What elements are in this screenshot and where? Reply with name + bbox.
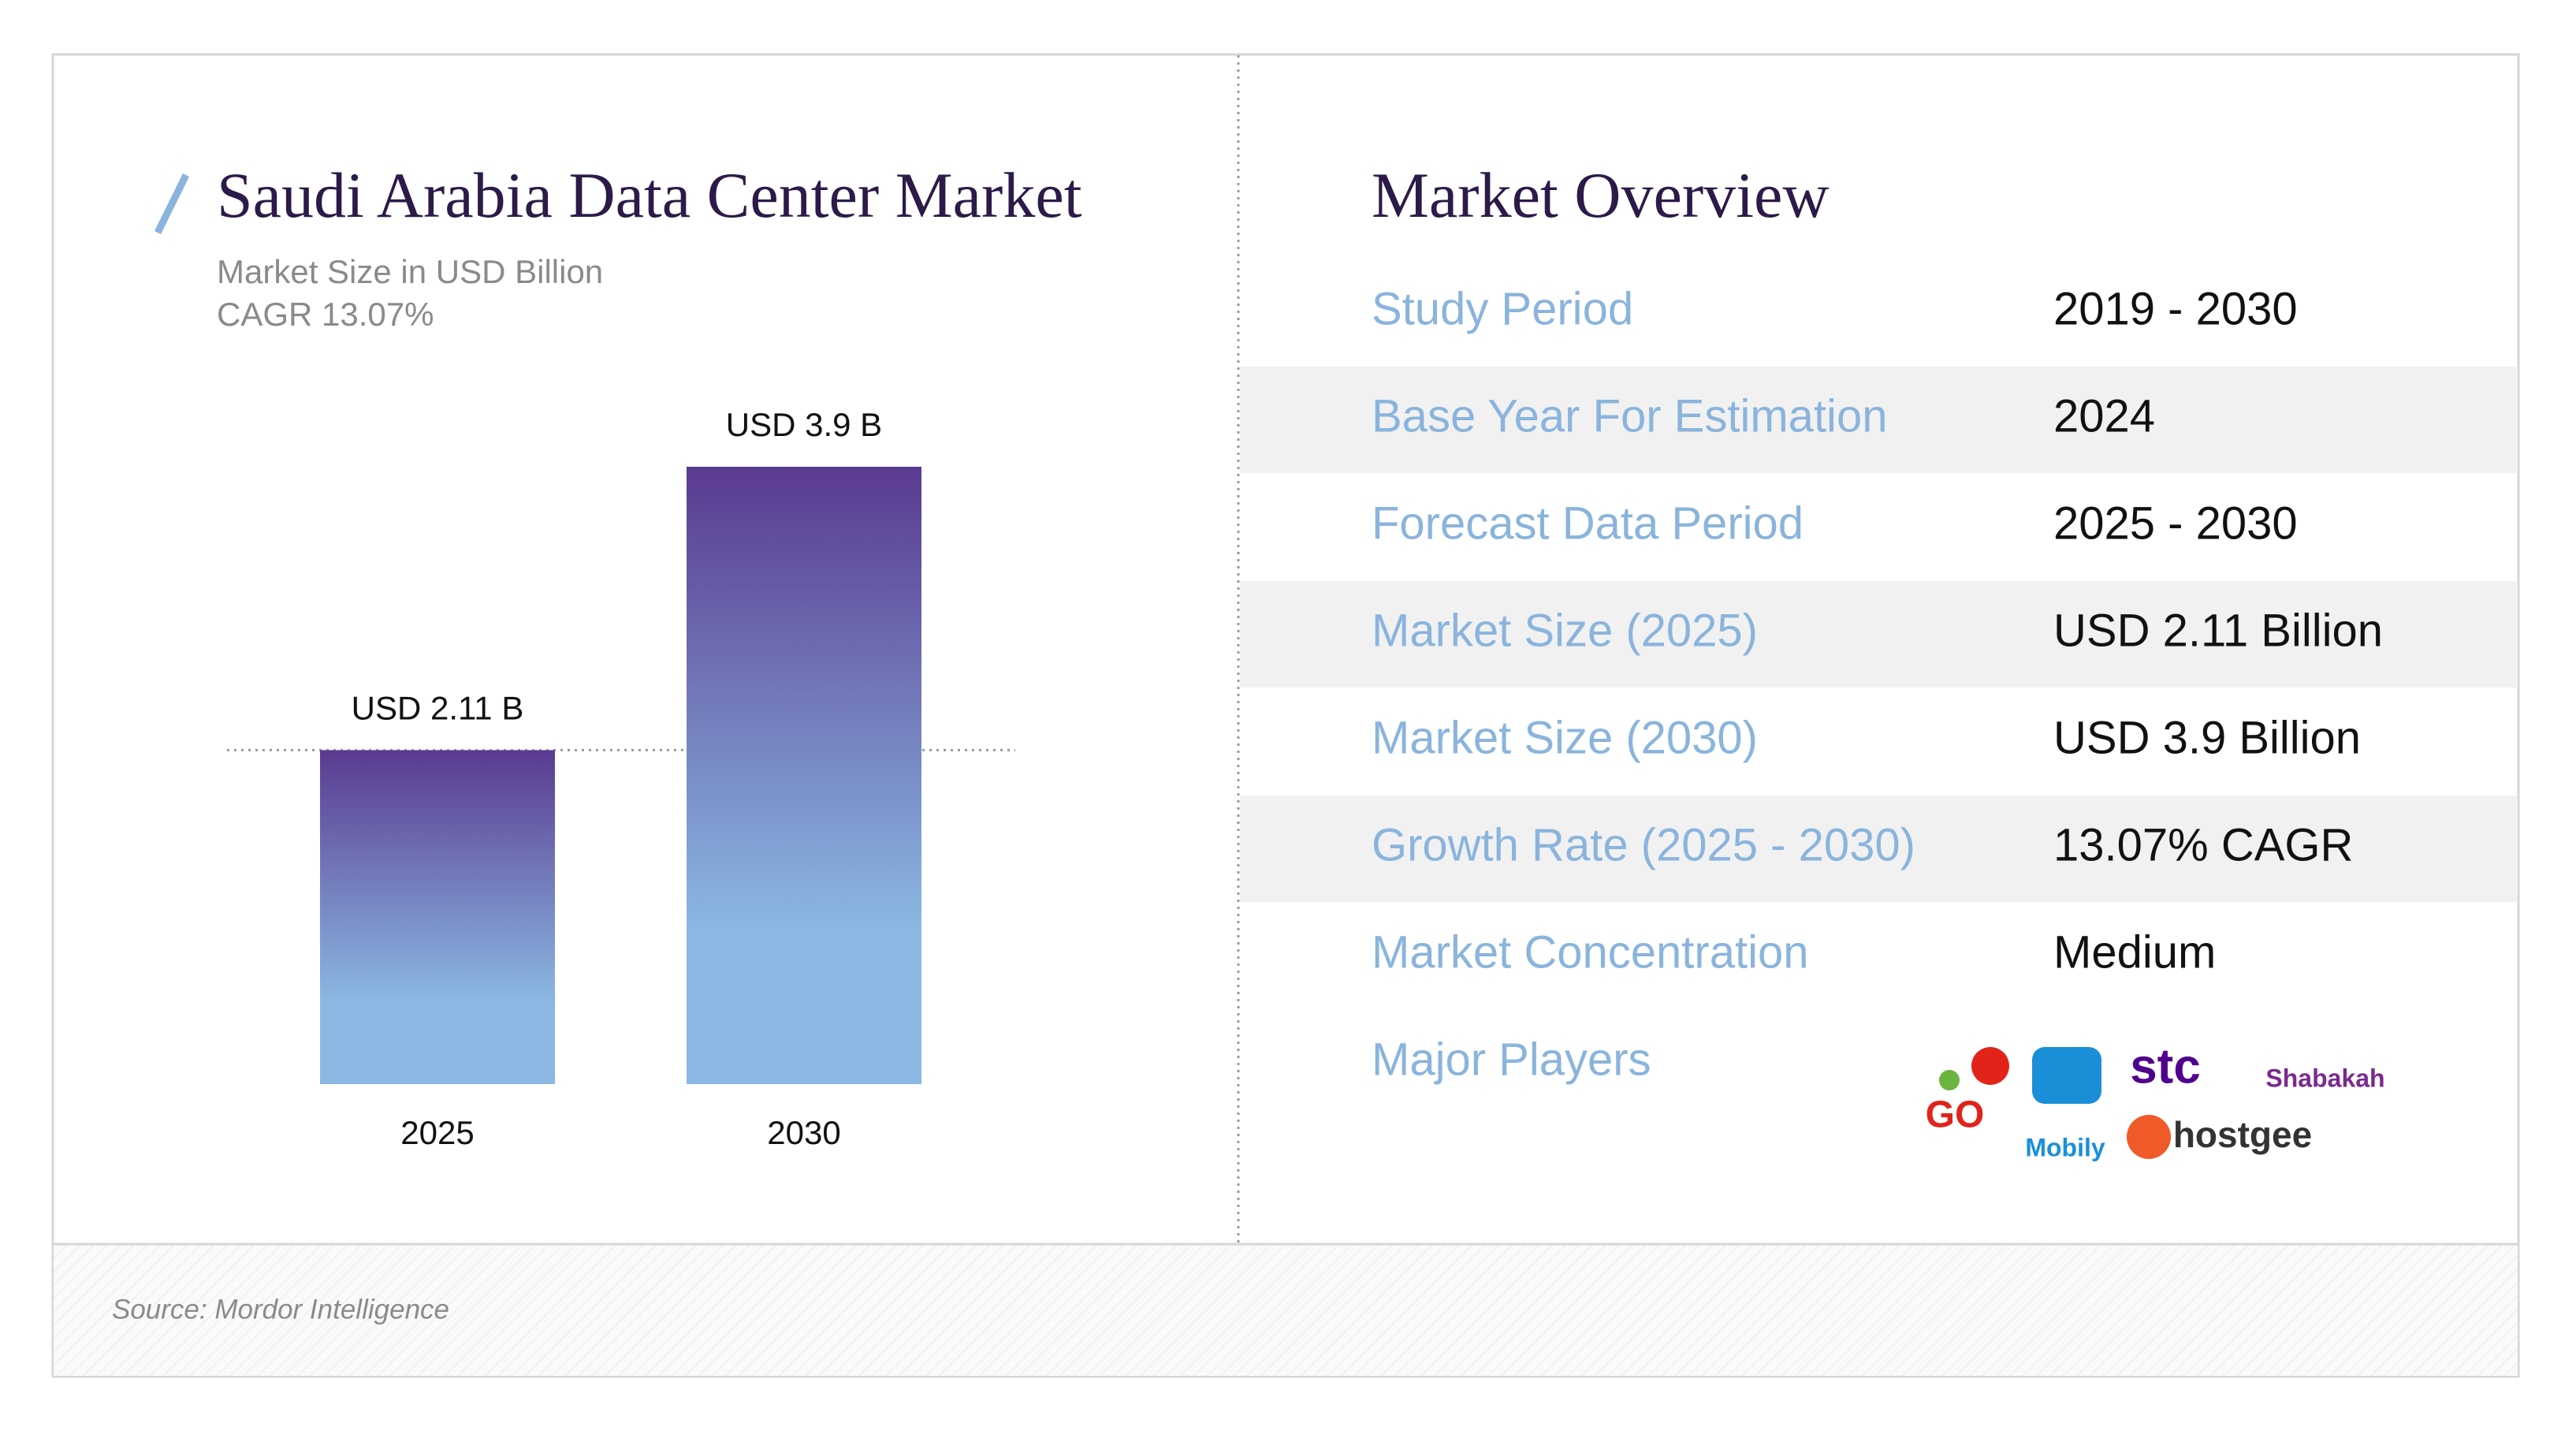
row-value: 2024 [2053,390,2155,442]
x-tick-label: 2025 [400,1114,474,1151]
row-value: USD 3.9 Billion [2053,712,2361,763]
bar [320,750,555,1084]
overview-title: Market Overview [1372,159,1830,231]
row-value: Medium [2053,926,2216,978]
player-logos: GO Mobily stc Shabakah hostgee [1926,1039,2385,1161]
logo-icon [1971,1047,2009,1085]
row-label: Forecast Data Period [1372,497,1804,549]
value-label: USD 2.11 B [352,689,524,726]
player-logo: Mobily [2025,1133,2105,1161]
player-logo: stc [2130,1039,2201,1094]
source: Source: Mordor Intelligence [112,1294,449,1325]
row-label: Market Concentration [1372,926,1808,978]
row-value: 13.07% CAGR [2053,819,2353,870]
logo-icon [2127,1115,2171,1159]
frame [51,53,2520,1378]
logo-icon [2032,1047,2101,1104]
footer-band [54,1244,2518,1376]
overview-table: Study Period 2019 - 2030 Base Year For Est… [1240,283,2518,1085]
row-value: 2025 - 2030 [2053,497,2298,549]
row-value: USD 2.11 Billion [2053,605,2383,656]
player-logo: hostgee [2173,1114,2312,1155]
chart-subtitle: Market Size in USD Billion [217,253,603,290]
row-label: Study Period [1372,283,1633,334]
row-label: Major Players [1372,1034,1651,1085]
player-logo: GO [1926,1094,1985,1136]
title-slash [154,173,190,234]
row-band [1240,581,2518,688]
logo-icon [1939,1070,1960,1090]
row-label: Market Size (2025) [1372,605,1758,656]
player-logo: Shabakah [2265,1064,2384,1092]
bar [687,467,921,1084]
x-tick-label: 2030 [767,1114,840,1151]
chart-title: Saudi Arabia Data Center Market [217,159,1082,231]
row-label: Market Size (2030) [1372,712,1758,763]
row-label: Base Year For Estimation [1372,390,1887,442]
chart-annotation: CAGR 13.07% [217,296,434,333]
value-label: USD 3.9 B [726,406,882,443]
row-band [1240,796,2518,902]
bar-chart: USD 2.11 B 2025 USD 3.9 B 2030 [227,406,1015,1151]
row-label: Growth Rate (2025 - 2030) [1372,819,1915,870]
row-value: 2019 - 2030 [2053,283,2298,334]
row-band [1240,367,2518,473]
